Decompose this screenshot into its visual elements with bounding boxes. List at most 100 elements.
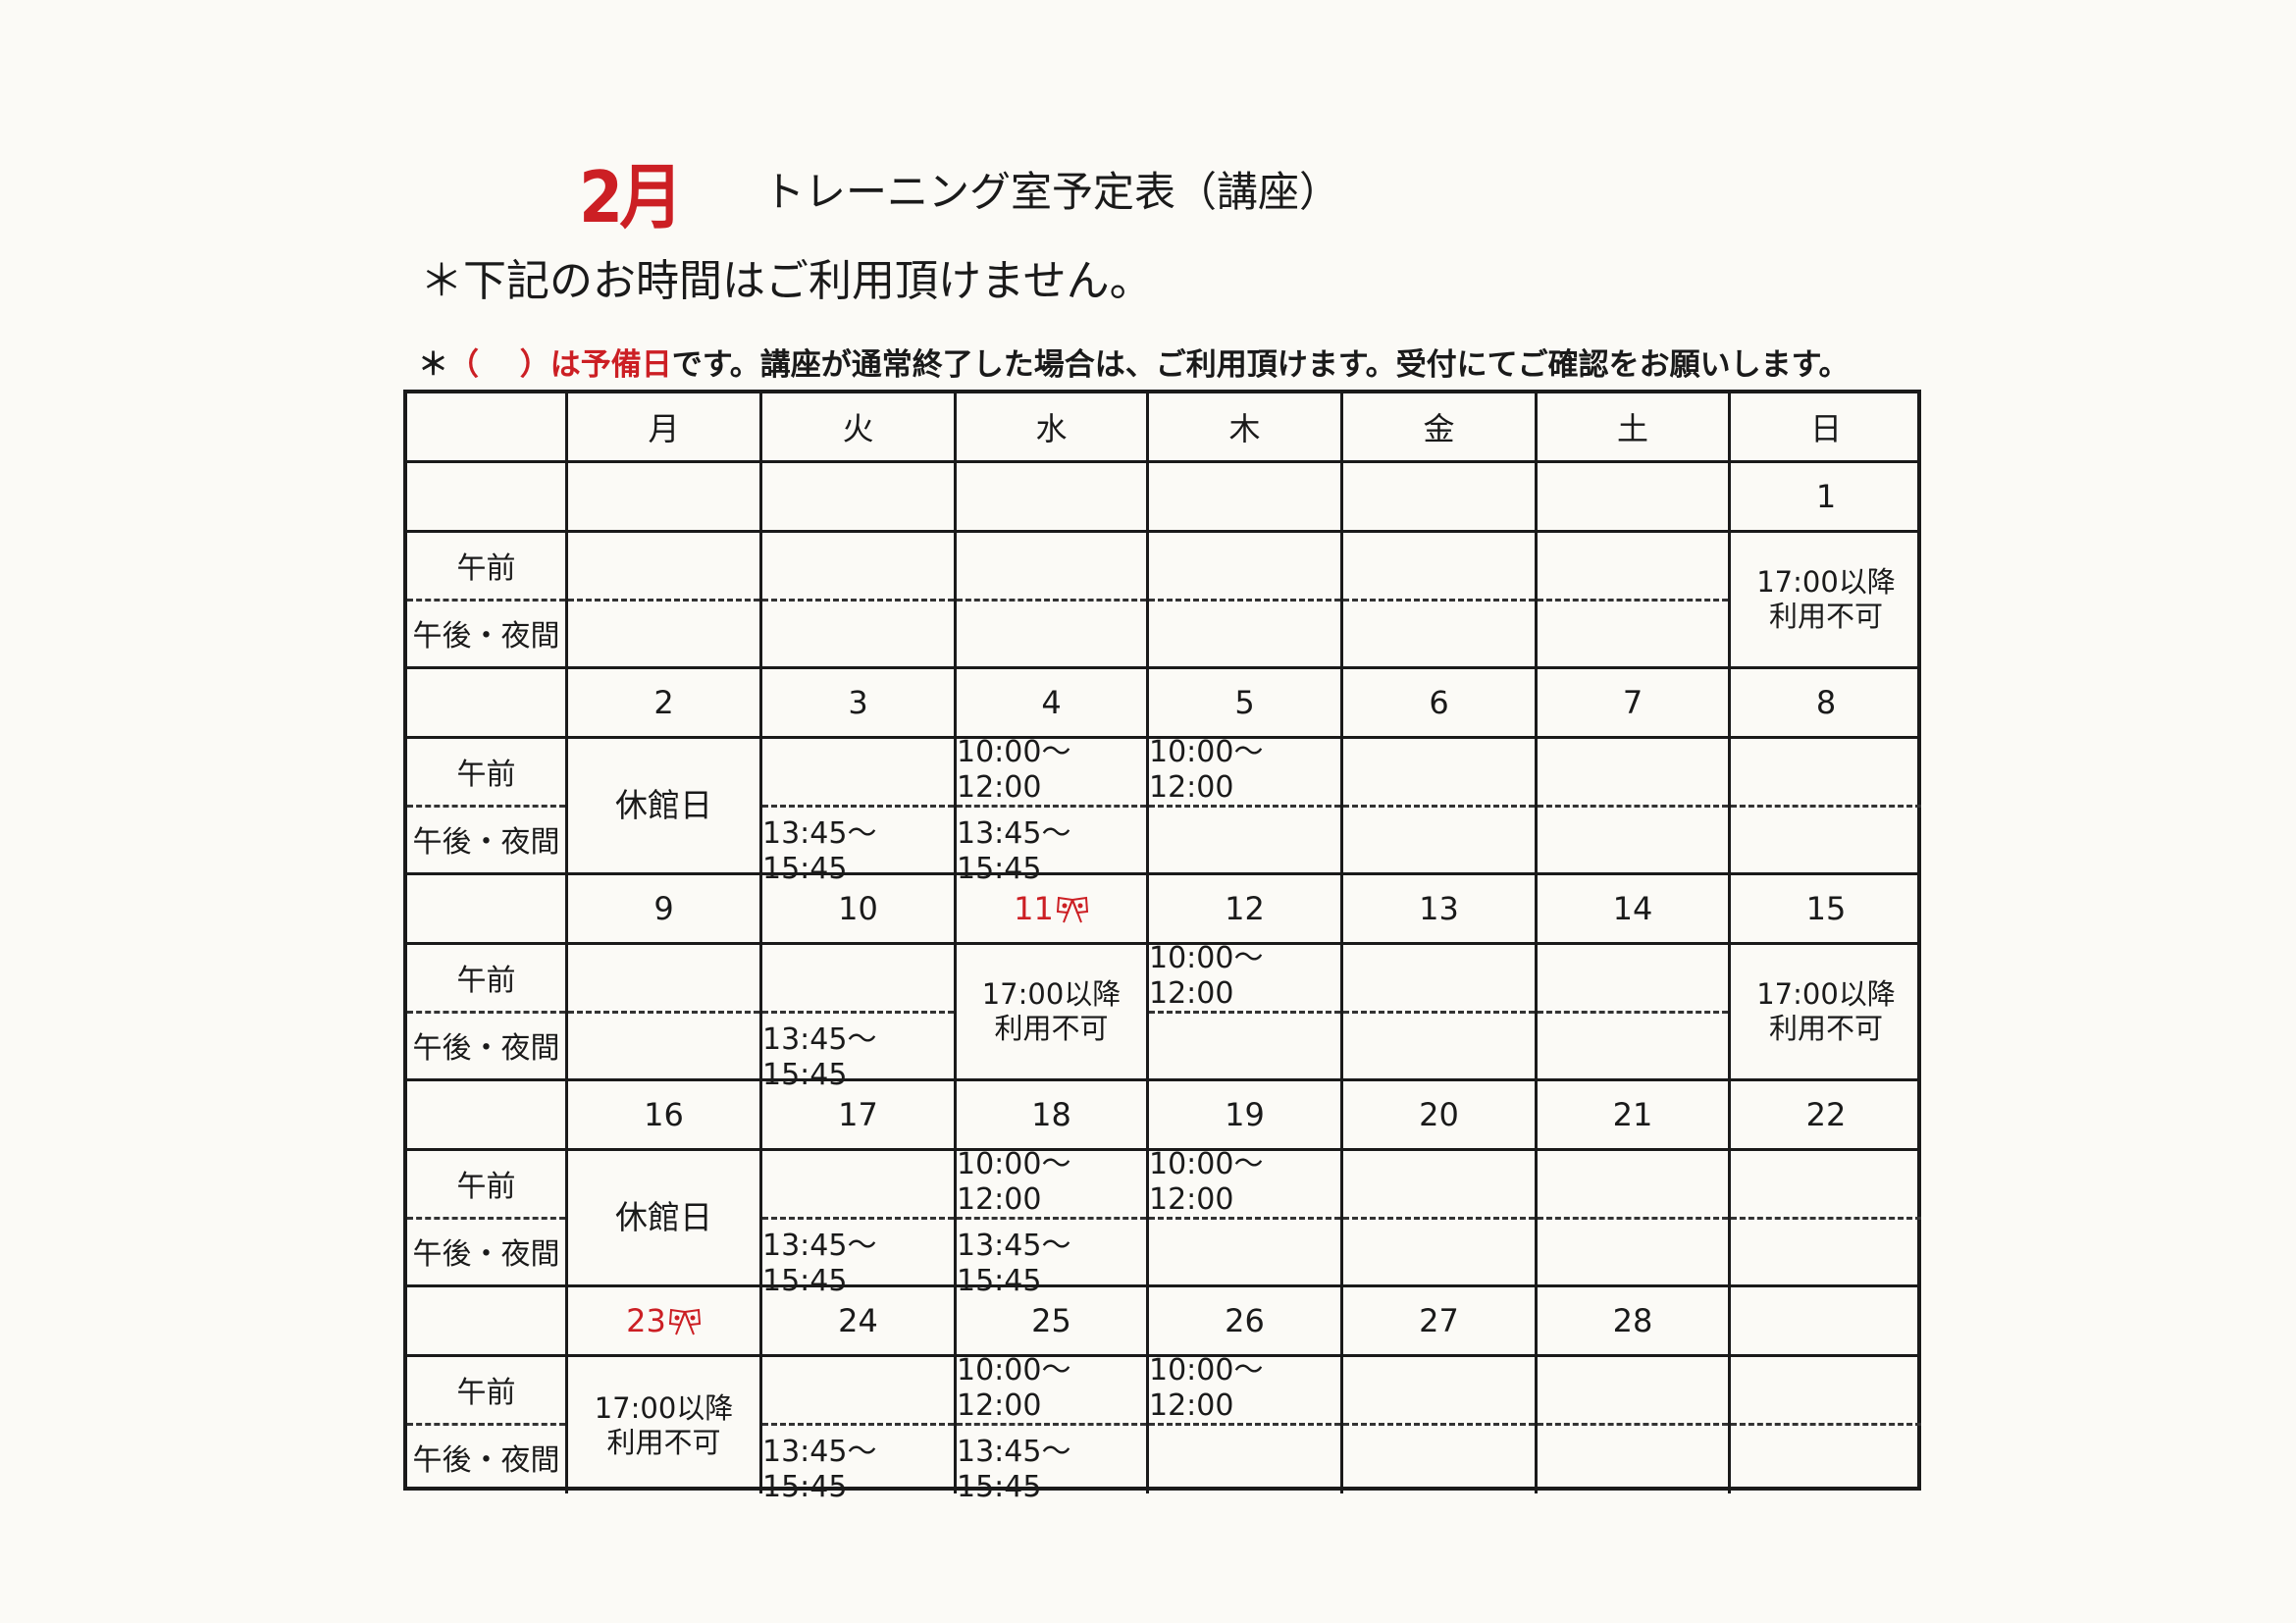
day-number: 2 xyxy=(653,684,674,721)
schedule-cell xyxy=(1343,1357,1538,1493)
pm-label: 午後・夜間 xyxy=(412,1237,560,1273)
day-number: 19 xyxy=(1225,1096,1265,1133)
pm-label: 午後・夜間 xyxy=(412,1443,560,1479)
slot-divider xyxy=(407,1422,565,1426)
day-number-cell: 20 xyxy=(1343,1081,1538,1151)
pm-slot-time: 13:45～15:45 xyxy=(957,815,1071,886)
merged-slot-text: 17:00以降 利用不可 xyxy=(1756,565,1896,633)
slot-divider xyxy=(762,598,954,602)
schedule-cell xyxy=(1538,533,1731,669)
schedule-cell xyxy=(1343,739,1538,875)
day-number: 14 xyxy=(1612,890,1653,927)
time-slot-label-cell: 午前 午後・夜間 xyxy=(407,1357,568,1493)
schedule-cell: 休館日 xyxy=(568,1151,762,1287)
day-number: 16 xyxy=(644,1096,684,1133)
day-number: 12 xyxy=(1225,890,1265,927)
day-number: 17 xyxy=(838,1096,878,1133)
time-slot-label-cell: 午前 午後・夜間 xyxy=(407,739,568,875)
slot-divider xyxy=(1149,598,1340,602)
weekday-header: 木 xyxy=(1149,393,1343,463)
schedule-cell xyxy=(1538,1151,1731,1287)
day-number: 9 xyxy=(653,890,674,927)
slot-divider xyxy=(407,1010,565,1014)
slot-divider xyxy=(1343,1422,1535,1426)
weekday-header: 水 xyxy=(957,393,1149,463)
schedule-cell: 10:00～12:00 xyxy=(1149,1353,1343,1493)
am-slot-time: 10:00～12:00 xyxy=(957,1353,1071,1424)
day-number: 5 xyxy=(1234,684,1255,721)
day-number: 15 xyxy=(1805,890,1847,927)
day-number-cell: 1 xyxy=(1731,463,1921,533)
slot-divider xyxy=(957,598,1146,602)
slot-divider xyxy=(407,598,565,602)
day-number-cell: 14 xyxy=(1538,875,1731,945)
am-label: 午前 xyxy=(456,550,516,586)
slot-divider xyxy=(568,598,759,602)
day-number-cell: 24 xyxy=(762,1287,957,1357)
slot-divider xyxy=(407,1216,565,1220)
merged-slot-text: 17:00以降 利用不可 xyxy=(1756,977,1896,1045)
pm-slot-time: 13:45～15:45 xyxy=(762,1228,877,1298)
day-number-cell xyxy=(568,463,762,533)
day-number: 13 xyxy=(1419,890,1459,927)
day-number: 22 xyxy=(1805,1096,1847,1133)
schedule-cell: 17:00以降 利用不可 xyxy=(1731,533,1921,669)
slot-divider xyxy=(568,1010,759,1014)
day-number-cell xyxy=(957,463,1149,533)
day-number-cell: 9 xyxy=(568,875,762,945)
day-number-cell: 4 xyxy=(957,669,1149,739)
day-number: 3 xyxy=(848,684,868,721)
slot-divider xyxy=(762,1216,954,1220)
day-number-cell xyxy=(1538,463,1731,533)
month-heading: 2月 xyxy=(579,156,683,238)
weekday-header: 金 xyxy=(1343,393,1538,463)
weekday-header: 月 xyxy=(568,393,762,463)
day-number: 8 xyxy=(1815,684,1837,721)
slot-divider xyxy=(1343,1216,1535,1220)
weekday-header: 火 xyxy=(762,393,957,463)
day-row-label-cell xyxy=(407,875,568,945)
note-prefix: ＊ xyxy=(418,347,448,383)
schedule-cell xyxy=(568,533,762,669)
day-number-cell: 10 xyxy=(762,875,957,945)
reserve-day-note: ＊（ ）は予備日です。講座が通常終了した場合は、ご利用頂けます。受付にてご確認を… xyxy=(418,340,1850,384)
day-number-cell: 5 xyxy=(1149,669,1343,739)
day-row-label-cell xyxy=(407,1287,568,1357)
slot-divider xyxy=(1149,804,1340,808)
schedule-cell xyxy=(1538,945,1731,1081)
day-number: 23 xyxy=(626,1302,666,1339)
time-slot-label-cell: 午前 午後・夜間 xyxy=(407,1151,568,1287)
day-number-cell: 6 xyxy=(1343,669,1538,739)
day-number: 6 xyxy=(1429,684,1449,721)
day-number-cell xyxy=(762,463,957,533)
slot-divider xyxy=(1538,1422,1728,1426)
slot-divider xyxy=(762,1010,954,1014)
day-number-cell: 7 xyxy=(1538,669,1731,739)
slot-divider xyxy=(1538,804,1728,808)
schedule-cell xyxy=(1538,1357,1731,1493)
day-number-cell: 22 xyxy=(1731,1081,1921,1151)
day-number-cell: 27 xyxy=(1343,1287,1538,1357)
day-number: 7 xyxy=(1622,684,1644,721)
pm-slot-time: 13:45～15:45 xyxy=(762,1021,877,1092)
schedule-cell: 10:00～12:00 xyxy=(1149,1147,1343,1287)
day-number-cell: 26 xyxy=(1149,1287,1343,1357)
time-slot-label-cell: 午前 午後・夜間 xyxy=(407,533,568,669)
pm-label: 午後・夜間 xyxy=(412,1031,560,1067)
day-row-label-cell xyxy=(407,1081,568,1151)
schedule-cell: 10:00～12:00 13:45～15:45 xyxy=(957,1353,1149,1504)
day-number: 10 xyxy=(838,890,878,927)
day-number: 25 xyxy=(1031,1302,1071,1339)
am-label: 午前 xyxy=(456,963,516,998)
weekday-header: 土 xyxy=(1538,393,1731,463)
day-number-cell: 18 xyxy=(957,1081,1149,1151)
day-number: 4 xyxy=(1041,684,1062,721)
schedule-cell: 13:45～15:45 xyxy=(762,1151,957,1298)
pm-slot-time: 13:45～15:45 xyxy=(762,1434,877,1504)
pm-label: 午後・夜間 xyxy=(412,825,560,861)
schedule-cell xyxy=(1731,1357,1921,1493)
schedule-cell: 17:00以降 利用不可 xyxy=(568,1357,762,1493)
pm-slot-time: 13:45～15:45 xyxy=(957,1434,1071,1504)
day-number-cell: 17 xyxy=(762,1081,957,1151)
day-number-cell: 25 xyxy=(957,1287,1149,1357)
